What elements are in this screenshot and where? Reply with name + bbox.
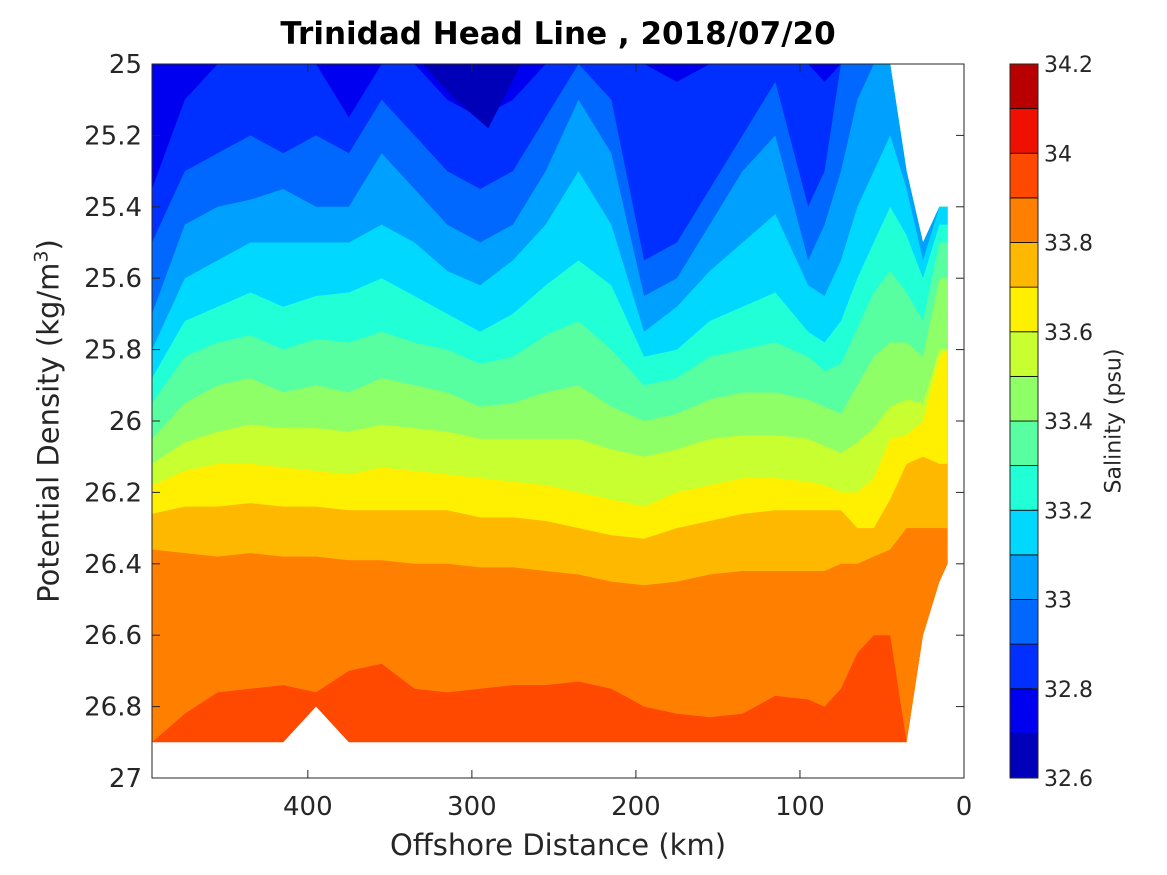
colorbar-tick-label: 32.8: [1044, 678, 1093, 703]
y-tick-label: 26.8: [84, 693, 142, 723]
colorbar-tick-label: 33.6: [1044, 321, 1093, 346]
colorbar-segment: [1009, 197, 1039, 243]
colorbar-tick-label: 33.8: [1044, 232, 1093, 257]
y-tick-label: 26.2: [84, 478, 142, 508]
contour-band-32.9: [152, 64, 948, 243]
x-tick-label: 0: [956, 792, 973, 822]
y-tick-label: 26.4: [84, 550, 142, 580]
colorbar-segment: [1009, 599, 1039, 645]
chart-title: Trinidad Head Line , 2018/07/20: [280, 16, 836, 52]
colorbar-tick-label: 34.2: [1044, 53, 1093, 78]
x-axis: 400 300 200 100 0: [283, 64, 972, 822]
x-tick-label: 300: [447, 792, 497, 822]
y-tick-label: 25.2: [84, 121, 142, 151]
colorbar-segment: [1009, 554, 1039, 600]
colorbar-segment: [1009, 242, 1039, 288]
colorbar-segment: [1009, 643, 1039, 690]
colorbar-segment: [1009, 108, 1039, 154]
colorbar-segment: [1009, 420, 1039, 467]
y-tick-label: 25.8: [84, 336, 142, 366]
y-axis-label: Potential Density (kg/m3): [30, 239, 66, 603]
y-axis: 25 25.2 25.4 25.6 25.8 26 26.2 26.4 26.6 26.8 27: [84, 50, 964, 794]
y-tick-label: 25.6: [84, 264, 142, 294]
x-axis-label: Offshore Distance (km): [389, 828, 727, 862]
y-tick-label: 26: [109, 407, 142, 437]
colorbar-tick-label: 33.2: [1044, 499, 1093, 524]
colorbar-segment: [1009, 375, 1039, 422]
colorbar-segment: [1009, 331, 1039, 377]
colorbar-segment: [1009, 509, 1039, 556]
colorbar-segment: [1009, 732, 1039, 779]
colorbar-segment: [1009, 465, 1039, 511]
colorbar-tick-label: 34: [1044, 142, 1072, 167]
x-tick-label: 400: [283, 792, 333, 822]
colorbar-segment: [1009, 63, 1039, 110]
x-tick-label: 200: [611, 792, 661, 822]
y-tick-label: 25: [109, 50, 142, 80]
colorbar-label: Salinity (psu): [1101, 348, 1127, 494]
colorbar-tick-label: 33.4: [1044, 410, 1093, 435]
y-tick-label: 25.4: [84, 193, 142, 223]
colorbar: 32.6 32.8 33 33.2 33.4 33.6 33.8 34 34.2: [1009, 53, 1093, 792]
y-tick-label: 27: [109, 764, 142, 794]
colorbar-tick-label: 32.6: [1044, 767, 1093, 792]
contour-band-32.7: [422, 64, 522, 129]
x-tick-label: 100: [775, 792, 825, 822]
colorbar-tick-label: 33: [1044, 589, 1072, 614]
colorbar-segment: [1009, 286, 1039, 333]
colorbar-segment: [1009, 688, 1039, 734]
contour-fill-layer: [152, 64, 948, 743]
colorbar-segment: [1009, 152, 1039, 199]
y-tick-label: 26.6: [84, 621, 142, 651]
